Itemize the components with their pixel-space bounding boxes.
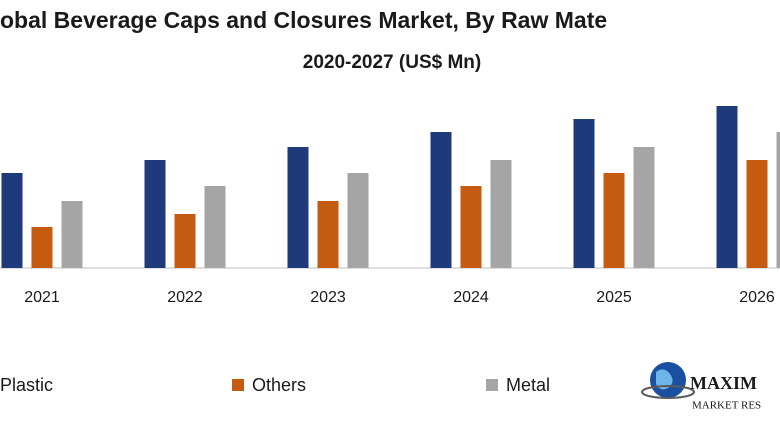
chart-title: obal Beverage Caps and Closures Market, … (0, 7, 607, 33)
bar (1, 173, 23, 268)
bar (204, 186, 226, 268)
bar (716, 106, 738, 268)
logo-name: MAXIM (690, 373, 757, 393)
legend-swatch (486, 379, 498, 391)
logo-tagline: MARKET RES (692, 400, 761, 412)
legend-label: Metal (506, 375, 550, 395)
bar (430, 132, 452, 268)
legend-swatch (232, 379, 244, 391)
x-tick-label: 2022 (167, 289, 203, 306)
x-tick-label: 2023 (310, 289, 346, 306)
legend-label: Plastic (0, 375, 53, 395)
logo: MAXIM MARKET RES (641, 362, 761, 412)
bar (490, 160, 512, 268)
x-tick-label: 2021 (24, 289, 60, 306)
legend-label: Others (252, 375, 306, 395)
bar (603, 173, 625, 268)
logo-land (656, 369, 673, 390)
x-tick-label: 2025 (596, 289, 632, 306)
bar (61, 201, 83, 268)
bar (746, 160, 768, 268)
bar (776, 132, 780, 268)
bar (460, 186, 482, 268)
bar (287, 147, 309, 268)
x-tick-label: 2026 (739, 289, 775, 306)
bar (347, 173, 369, 268)
logo-orbit (641, 385, 695, 399)
bar (573, 119, 595, 268)
bar (174, 214, 196, 268)
bar (144, 160, 166, 268)
chart-subtitle: 2020-2027 (US$ Mn) (303, 52, 481, 73)
bar (31, 227, 53, 268)
bar (317, 201, 339, 268)
x-tick-label: 2024 (453, 289, 489, 306)
bar (633, 147, 655, 268)
